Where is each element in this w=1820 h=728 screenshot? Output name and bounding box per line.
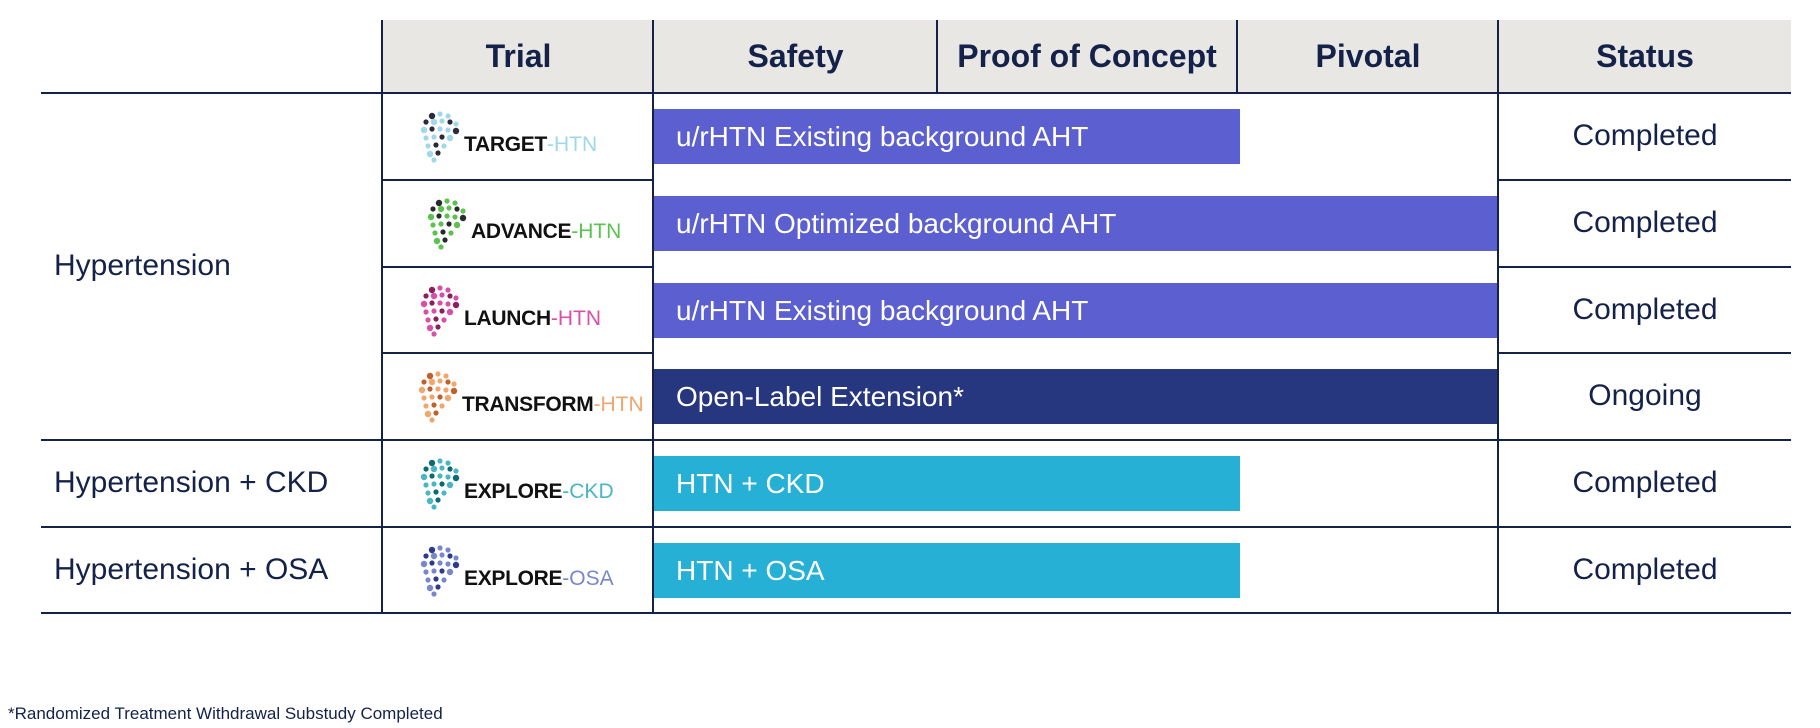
trial-logo-suffix: HTN (600, 393, 644, 416)
trial-status: Completed (1572, 119, 1718, 152)
trial-status: Completed (1572, 293, 1718, 326)
phase-bar: Open-Label Extension* (654, 369, 1497, 424)
trial-logo-suffix: HTN (578, 220, 622, 243)
grid-vline-trial-left (381, 20, 383, 614)
indication-hypertension-osa: Hypertension + OSA (54, 553, 329, 586)
grid-hline-row1-status (1497, 179, 1791, 181)
trial-logo-separator: - (546, 133, 554, 156)
grid-hline-row2-status (1497, 266, 1791, 268)
grid-hline-header (41, 92, 1791, 94)
header-trial: Trial (485, 38, 552, 74)
trial-logo-suffix: HTN (557, 307, 602, 330)
grid-hline-row3 (381, 352, 654, 354)
trial-logo-suffix: CKD (569, 480, 614, 503)
trial-logo: ADVANCE - HTN (425, 194, 621, 254)
dot-cluster-icon (418, 457, 468, 511)
trial-logo: TARGET - HTN (418, 107, 597, 167)
indication-hypertension: Hypertension (54, 249, 231, 282)
header-status: Status (1596, 38, 1694, 74)
trial-status: Completed (1572, 206, 1718, 239)
header-proof-of-concept: Proof of Concept (957, 38, 1217, 74)
trial-status: Ongoing (1588, 379, 1702, 412)
grid-vline-poc-right (1236, 20, 1238, 93)
grid-hline-row1 (381, 179, 654, 181)
phase-bar: u/rHTN Existing background AHT (654, 109, 1240, 164)
grid-hline-group1 (41, 439, 1791, 441)
trial-logo-separator: - (571, 220, 579, 243)
trial-logo-separator: - (562, 480, 570, 503)
dot-cluster-icon (418, 110, 468, 164)
header-bg-trial (383, 20, 654, 93)
grid-hline-bottom (41, 612, 1791, 614)
trial-status: Completed (1572, 466, 1718, 499)
phase-bar: HTN + CKD (654, 456, 1240, 511)
trial-logo-separator: - (593, 393, 601, 416)
grid-hline-row2 (381, 266, 654, 268)
trial-logo: EXPLORE - OSA (418, 541, 614, 601)
dot-cluster-icon (416, 370, 466, 424)
trial-logo-name: TRANSFORM (462, 393, 594, 416)
grid-vline-status-left (1497, 20, 1499, 614)
phase-bar: u/rHTN Existing background AHT (654, 283, 1497, 338)
grid-vline-safety-right (936, 20, 938, 93)
phase-bar: u/rHTN Optimized background AHT (654, 196, 1497, 251)
dot-cluster-icon (425, 197, 475, 251)
header-bg-status (1499, 20, 1791, 93)
trial-logo-name: LAUNCH (464, 307, 551, 330)
trial-logo: LAUNCH - HTN (418, 281, 601, 341)
header-bg-phases (654, 20, 1499, 93)
trial-logo-suffix: OSA (569, 567, 614, 590)
trial-logo-name: EXPLORE (464, 567, 563, 590)
footnote: *Randomized Treatment Withdrawal Substud… (8, 704, 443, 723)
trial-logo-separator: - (550, 307, 558, 330)
phase-bar: HTN + OSA (654, 543, 1240, 598)
trial-logo-separator: - (562, 567, 570, 590)
dot-cluster-icon (418, 284, 468, 338)
indication-hypertension-ckd: Hypertension + CKD (54, 466, 329, 499)
grid-hline-group2 (41, 526, 1791, 528)
grid-hline-row3-status (1497, 352, 1791, 354)
trial-status: Completed (1572, 553, 1718, 586)
trial-logo-suffix: HTN (553, 133, 598, 156)
grid-vline-trial-right (652, 20, 654, 614)
trial-logo-name: EXPLORE (464, 480, 563, 503)
trial-logo-name: TARGET (464, 133, 547, 156)
header-pivotal: Pivotal (1315, 38, 1421, 74)
trial-logo-name: ADVANCE (471, 220, 572, 243)
dot-cluster-icon (418, 544, 468, 598)
trial-logo: TRANSFORM - HTN (416, 367, 644, 427)
header-safety: Safety (747, 38, 844, 74)
trial-logo: EXPLORE - CKD (418, 454, 614, 514)
